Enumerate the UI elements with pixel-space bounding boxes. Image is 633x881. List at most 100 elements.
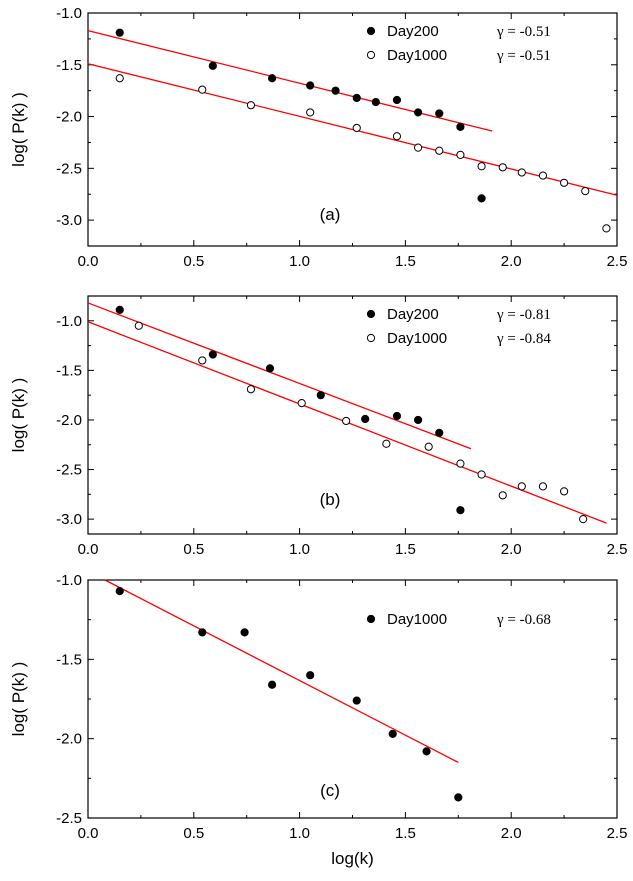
fit-line-day1000 (87, 63, 618, 196)
x-tick-label: 0.0 (78, 541, 99, 558)
y-tick-label: -1.0 (56, 572, 82, 589)
data-point-day1000 (297, 399, 306, 408)
x-tick-label: 2.0 (501, 541, 522, 558)
panel-label: (b) (320, 490, 341, 509)
data-point-day1000 (579, 515, 588, 524)
y-tick-label: -2.5 (56, 160, 82, 177)
legend-gamma: γ = -0.84 (496, 331, 551, 347)
data-point-day200 (392, 95, 402, 105)
data-point-day1000 (538, 171, 548, 180)
data-point-day200 (456, 506, 465, 515)
fit-line-day200 (87, 29, 493, 132)
data-point-day200 (267, 74, 277, 83)
panel-label: (a) (320, 205, 341, 224)
x-tick-label: 2.5 (607, 825, 628, 842)
x-tick-label: 1.0 (289, 541, 310, 558)
data-point-day200 (413, 108, 423, 117)
legend-marker (366, 50, 376, 60)
y-tick-label: -1.0 (56, 313, 82, 330)
data-point-day1000 (392, 132, 402, 141)
data-point-day1000 (454, 793, 463, 802)
y-tick-label: -1.5 (56, 57, 82, 74)
data-point-day200 (435, 428, 444, 437)
y-tick-label: -3.0 (56, 212, 82, 229)
legend-label: Day1000 (387, 330, 447, 347)
x-tick-label: 1.0 (289, 825, 310, 842)
data-point-day1000 (560, 178, 569, 187)
y-axis-title: log( P(k) ) (9, 92, 28, 167)
data-point-day200 (306, 81, 315, 90)
data-point-day1000 (240, 628, 249, 637)
data-point-day1000 (134, 321, 143, 330)
data-point-day1000 (517, 482, 526, 491)
x-tick-label: 1.5 (395, 253, 416, 270)
data-point-day1000 (517, 168, 526, 177)
y-axis-title: log( P(k) ) (9, 378, 28, 453)
data-point-day200 (371, 97, 380, 107)
data-point-day1000 (115, 74, 124, 83)
y-tick-label: -3.0 (56, 511, 82, 528)
data-point-day200 (316, 391, 325, 400)
data-point-day200 (392, 411, 402, 421)
data-point-day1000 (413, 143, 423, 152)
data-point-day1000 (382, 439, 391, 448)
y-tick-label: -2.0 (56, 731, 82, 748)
x-tick-label: 0.5 (183, 541, 204, 558)
data-point-day1000 (306, 671, 315, 680)
data-point-day200 (265, 364, 275, 373)
legend-marker (366, 614, 376, 624)
y-tick-label: -2.5 (56, 462, 82, 479)
data-point-day1000 (424, 442, 433, 451)
x-axis-title: log(k) (331, 849, 374, 868)
y-tick-label: -2.0 (56, 109, 82, 126)
fit-line-day1000 (104, 579, 459, 764)
legend-label: Day1000 (387, 611, 447, 628)
legend-label: Day200 (387, 306, 439, 323)
legend-gamma: γ = -0.68 (496, 612, 551, 628)
data-point-day1000 (456, 459, 465, 468)
x-tick-label: 0.5 (183, 825, 204, 842)
data-point-day1000 (435, 146, 444, 155)
legend-marker (366, 26, 376, 36)
x-tick-label: 0.0 (78, 253, 99, 270)
legend-gamma: γ = -0.51 (496, 48, 551, 64)
fit-line-day200 (87, 302, 472, 450)
x-tick-label: 2.0 (501, 825, 522, 842)
data-point-day200 (361, 414, 370, 424)
data-point-day1000 (538, 482, 548, 491)
y-tick-label: -2.0 (56, 412, 82, 429)
chart-panel-b: 0.0 0.5 1.0 1.5 2.0 2.5 -1.0 -1.5 -2.0 -2.5 -3.0 lo… (9, 295, 627, 558)
data-point-day200 (115, 305, 124, 314)
data-point-day1000 (422, 747, 431, 756)
y-axis-title: log( P(k) ) (9, 662, 28, 737)
y-tick-label: -1.5 (56, 362, 82, 379)
data-point-day200 (208, 350, 217, 359)
data-point-day200 (456, 122, 465, 132)
data-point-day1000 (352, 123, 361, 133)
legend-gamma: γ = -0.51 (496, 24, 551, 40)
data-point-day200 (352, 93, 361, 103)
x-tick-label: 1.5 (395, 541, 416, 558)
data-point-day200 (331, 86, 340, 95)
y-tick-label: -1.5 (56, 651, 82, 668)
data-point-day1000 (198, 628, 207, 637)
legend-marker (366, 309, 376, 319)
y-tick-label: -2.5 (56, 810, 82, 827)
data-point-day1000 (498, 163, 507, 172)
data-point-day1000 (198, 85, 207, 94)
data-point-day1000 (581, 187, 590, 196)
data-point-day1000 (477, 470, 486, 479)
data-point-day200 (115, 28, 124, 37)
x-tick-label: 1.0 (289, 253, 310, 270)
x-tick-label: 2.0 (501, 253, 522, 270)
data-point-day1000 (352, 696, 361, 705)
data-point-day1000 (115, 587, 124, 596)
x-tick-label: 2.5 (607, 253, 628, 270)
data-point-day1000 (456, 150, 465, 159)
data-point-day1000 (246, 101, 256, 110)
data-point-day1000 (342, 416, 351, 426)
panel-label: (c) (320, 781, 340, 800)
legend-marker (366, 333, 376, 343)
y-tick-label: -1.0 (56, 5, 82, 22)
